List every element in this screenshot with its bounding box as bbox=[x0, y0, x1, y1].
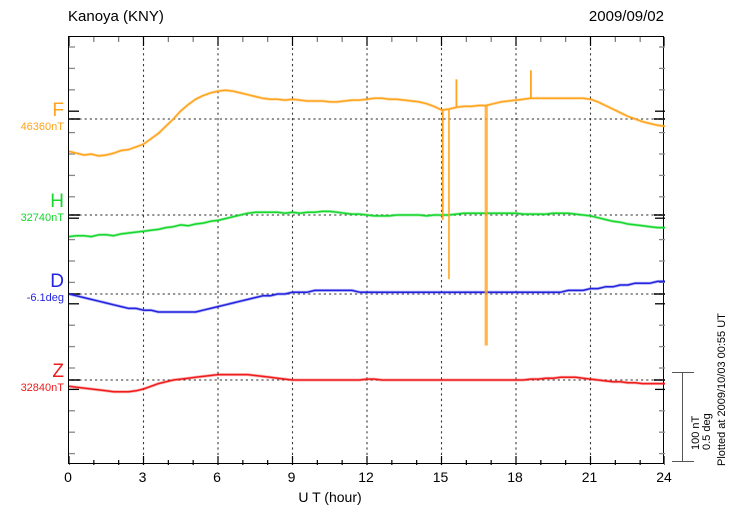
x-axis-title-text: U T (hour) bbox=[298, 489, 362, 505]
data-traces bbox=[69, 70, 665, 394]
plotted-at-text: Plotted at 2009/10/03 00:55 UT bbox=[716, 313, 728, 466]
scale-bar-line bbox=[682, 372, 684, 462]
x-tick-label-3: 3 bbox=[138, 469, 147, 485]
scale-bar bbox=[672, 372, 694, 462]
x-tick-label-21: 21 bbox=[581, 469, 598, 485]
x-tick-label-24: 24 bbox=[656, 469, 672, 485]
x-tick-label-9: 9 bbox=[287, 469, 296, 485]
x-tick-label-12: 12 bbox=[358, 469, 374, 485]
component-label-Z: Z 32840nT bbox=[0, 362, 64, 395]
plot-area bbox=[68, 36, 665, 465]
x-tick-label-6: 6 bbox=[213, 469, 221, 485]
component-baseline-H: 32740nT bbox=[20, 212, 64, 224]
component-baseline-D: -6.1deg bbox=[26, 292, 64, 304]
component-letter-D: D bbox=[50, 271, 64, 292]
component-letter-Z: Z bbox=[52, 361, 64, 382]
magnetogram-plot bbox=[69, 37, 665, 465]
component-label-H: H 32740nT bbox=[0, 192, 64, 225]
component-baseline-F: 46360nT bbox=[20, 121, 64, 133]
x-axis-title: U T (hour) bbox=[0, 489, 730, 505]
x-tick-label-0: 0 bbox=[64, 469, 72, 485]
component-label-F: F 46360nT bbox=[0, 101, 64, 134]
scale-bar-deg-label: 0.5 deg bbox=[701, 413, 713, 450]
scale-bar-bottom-cap bbox=[672, 460, 694, 462]
component-label-D: D -6.1deg bbox=[0, 272, 64, 305]
chart-date: 2009/09/02 bbox=[588, 8, 664, 25]
x-tick-label-15: 15 bbox=[432, 469, 449, 485]
x-tick-label-18: 18 bbox=[507, 469, 523, 485]
component-letter-H: H bbox=[50, 191, 64, 212]
component-baseline-Z: 32840nT bbox=[20, 382, 64, 394]
page-title: Kanoya (KNY) bbox=[68, 8, 164, 25]
component-letter-F: F bbox=[52, 100, 64, 121]
gridlines bbox=[142, 37, 592, 465]
